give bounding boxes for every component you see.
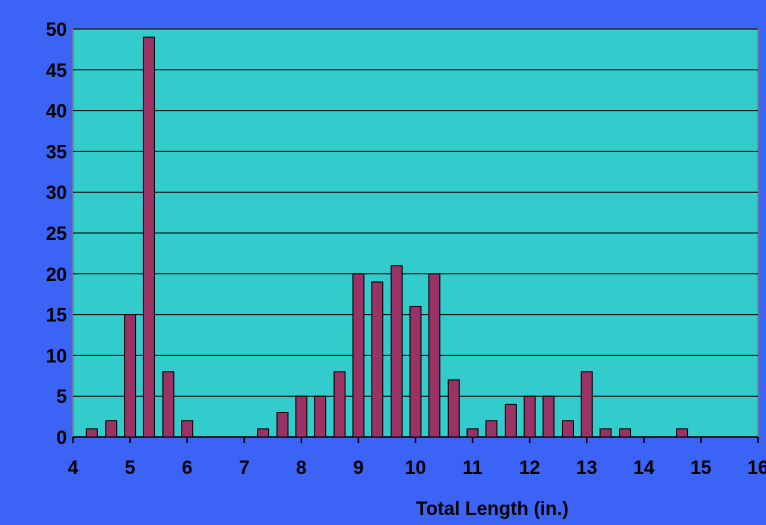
bar (181, 420, 194, 438)
gridlines (73, 28, 758, 438)
bar (390, 265, 403, 438)
y-tick-label: 15 (46, 306, 68, 327)
bar (352, 273, 365, 438)
bar (162, 371, 175, 438)
bar (504, 403, 517, 438)
bar (85, 428, 98, 438)
x-axis-label: Total Length (in.) (416, 499, 569, 520)
y-tick-label: 45 (46, 61, 68, 82)
bar (371, 281, 384, 438)
bar (485, 420, 498, 438)
y-tick-label: 50 (46, 20, 67, 41)
x-tick-label: 14 (633, 458, 655, 479)
y-axis-ticks: 0 5 10 15 20 25 30 35 40 45 50 (46, 20, 68, 449)
y-tick-label: 25 (46, 224, 68, 245)
bar (580, 371, 593, 438)
x-tick-label: 8 (296, 458, 307, 479)
x-tick-label: 10 (405, 458, 426, 479)
y-tick-label: 0 (56, 428, 67, 449)
y-tick-label: 35 (46, 142, 68, 163)
x-tick-label: 15 (690, 458, 712, 479)
y-tick-label: 30 (46, 183, 67, 204)
x-tick-label: 6 (182, 458, 193, 479)
y-tick-label: 40 (46, 102, 67, 123)
bar (124, 314, 137, 438)
bar (523, 395, 536, 438)
bar (542, 395, 555, 438)
x-tick-label: 13 (576, 458, 597, 479)
x-tick-label: 7 (239, 458, 250, 479)
y-tick-label: 5 (56, 387, 67, 408)
x-tick-label: 5 (125, 458, 136, 479)
bar (618, 428, 631, 438)
x-tick-label: 9 (353, 458, 364, 479)
bar (599, 428, 612, 438)
y-tick-label: 10 (46, 346, 67, 367)
bar (333, 371, 346, 438)
bar (142, 36, 155, 438)
bar (257, 428, 270, 438)
bar (676, 428, 689, 438)
bar (105, 420, 118, 438)
bar (466, 428, 479, 438)
bar (276, 412, 289, 438)
bars (85, 36, 689, 438)
bar (295, 395, 308, 438)
bar (314, 395, 327, 438)
x-tick-label: 12 (519, 458, 540, 479)
x-tick-label: 4 (68, 458, 79, 479)
y-tick-label: 20 (46, 265, 67, 286)
bar (447, 379, 460, 438)
x-tick-label: 16 (747, 458, 766, 479)
bar (428, 273, 441, 438)
bar (409, 305, 422, 438)
x-tick-label: 11 (463, 458, 484, 479)
bar (561, 420, 574, 438)
x-axis-ticks: 4 5 6 7 8 9 10 11 12 13 14 15 16 (68, 437, 766, 479)
